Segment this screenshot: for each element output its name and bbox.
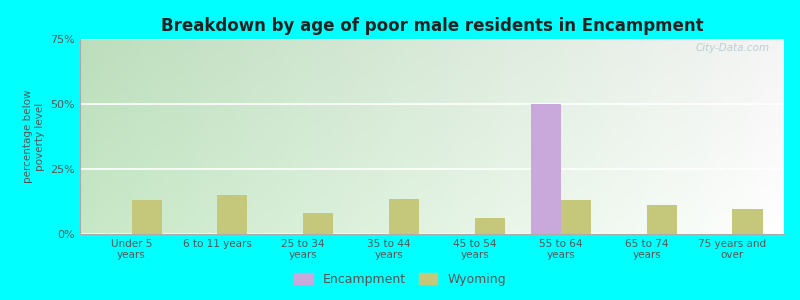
- Bar: [561, 200, 591, 234]
- Bar: [303, 213, 334, 234]
- Bar: [733, 209, 762, 234]
- Bar: [475, 218, 505, 234]
- Text: City-Data.com: City-Data.com: [696, 43, 770, 53]
- Bar: [218, 195, 247, 234]
- Bar: [530, 104, 561, 234]
- Bar: [131, 200, 162, 234]
- Bar: [389, 199, 419, 234]
- Legend: Encampment, Wyoming: Encampment, Wyoming: [289, 268, 511, 291]
- Y-axis label: percentage below
poverty level: percentage below poverty level: [23, 90, 45, 183]
- Bar: [646, 206, 677, 234]
- Title: Breakdown by age of poor male residents in Encampment: Breakdown by age of poor male residents …: [161, 17, 703, 35]
